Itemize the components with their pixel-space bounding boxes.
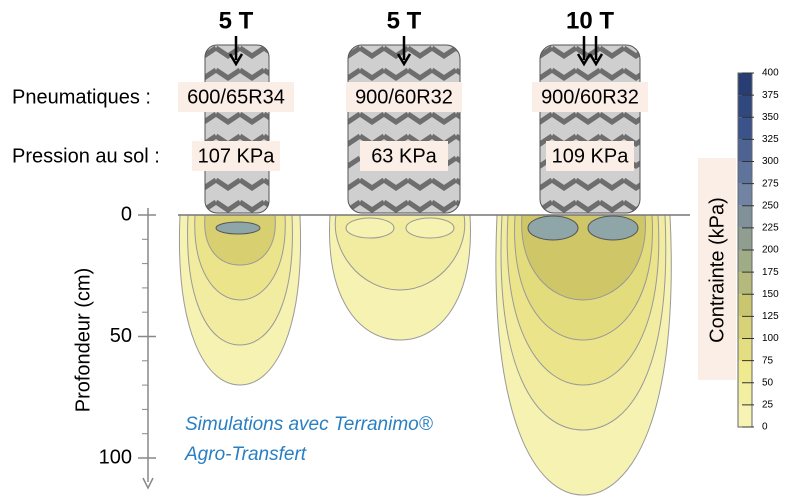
load-label: 10 T	[566, 7, 614, 34]
tire-size: 900/60R32	[355, 86, 453, 108]
tire	[347, 44, 461, 214]
colorbar-tick-label: 200	[762, 245, 779, 256]
row-label: Pression au sol :	[12, 145, 160, 167]
depth-tick-label: 0	[121, 203, 132, 225]
stress-bulbs	[178, 214, 690, 496]
colorbar-segment	[738, 316, 752, 339]
colorbar-tick-label: 325	[762, 134, 779, 145]
caption: Agro-Transfert	[184, 444, 307, 465]
caption: Simulations avec Terranimo®	[185, 414, 433, 435]
tires	[204, 44, 641, 214]
colorbar-segment	[738, 205, 752, 228]
colorbar-segment	[738, 73, 752, 96]
bulb-core	[345, 217, 395, 239]
load-arrow-head	[228, 53, 244, 67]
colorbar-tick-label: 100	[762, 333, 779, 344]
colorbar-segment	[738, 272, 752, 295]
colorbar-tick-label: 375	[762, 90, 779, 101]
colorbar-tick-label: 150	[762, 289, 779, 300]
depth-tick-label: 100	[99, 446, 132, 468]
bulb-core	[527, 215, 579, 241]
colorbar-tick-label: 275	[762, 178, 779, 189]
colorbar-tick-label: 25	[762, 400, 774, 411]
colorbar-segment	[738, 161, 752, 184]
colorbar-tick-label: 400	[762, 68, 779, 79]
pressure-box	[192, 141, 280, 171]
tire	[204, 44, 270, 214]
colorbar-segment	[738, 338, 752, 361]
load-label: 5 T	[219, 7, 254, 34]
tire-pressure: 107 KPa	[198, 145, 276, 167]
colorbar-tick-label: 50	[762, 377, 774, 388]
colorbar-segment	[738, 139, 752, 162]
depth-axis-label: Profondeur (cm)	[72, 268, 94, 413]
bulb-core	[405, 217, 455, 239]
bulb-core	[587, 215, 639, 241]
bulb-core	[215, 221, 261, 235]
colorbar-tick-label: 125	[762, 311, 779, 322]
load-arrow-head	[576, 53, 592, 67]
tire-pressure: 109 KPa	[552, 145, 630, 167]
load-arrow-head	[588, 53, 604, 67]
colorbar-label-box	[698, 158, 736, 380]
colorbar-segment	[738, 404, 752, 427]
colorbar-tick-label: 300	[762, 156, 779, 167]
colorbar-segment	[738, 250, 752, 273]
colorbar-segment	[738, 95, 752, 118]
depth-tick-label: 50	[110, 325, 132, 347]
colorbar-segment	[738, 360, 752, 383]
size-box	[532, 82, 648, 112]
tire	[539, 44, 641, 214]
colorbar-tick-label: 250	[762, 200, 779, 211]
colorbar-label: Contrainte (kPa)	[706, 197, 728, 343]
load-arrow-head	[396, 53, 412, 67]
colorbar-tick-label: 75	[762, 355, 774, 366]
pressure-box	[546, 141, 634, 171]
tire-size: 900/60R32	[541, 86, 639, 108]
size-box	[346, 82, 462, 112]
colorbar-segment	[738, 117, 752, 140]
size-box	[178, 82, 294, 112]
colorbar-tick-label: 175	[762, 267, 779, 278]
colorbar-segment	[738, 382, 752, 405]
pressure-box	[360, 141, 448, 171]
tire-pressure: 63 KPa	[371, 145, 437, 167]
load-label: 5 T	[387, 7, 422, 34]
colorbar-segment	[738, 294, 752, 317]
colorbar-segment	[738, 183, 752, 206]
colorbar-tick-label: 350	[762, 112, 779, 123]
colorbar-segment	[738, 227, 752, 250]
depth-axis-arrow	[142, 477, 154, 490]
tire-size: 600/65R34	[187, 86, 285, 108]
row-label: Pneumatiques :	[12, 86, 151, 108]
colorbar-tick-label: 0	[762, 422, 768, 433]
colorbar-tick-label: 225	[762, 223, 779, 234]
